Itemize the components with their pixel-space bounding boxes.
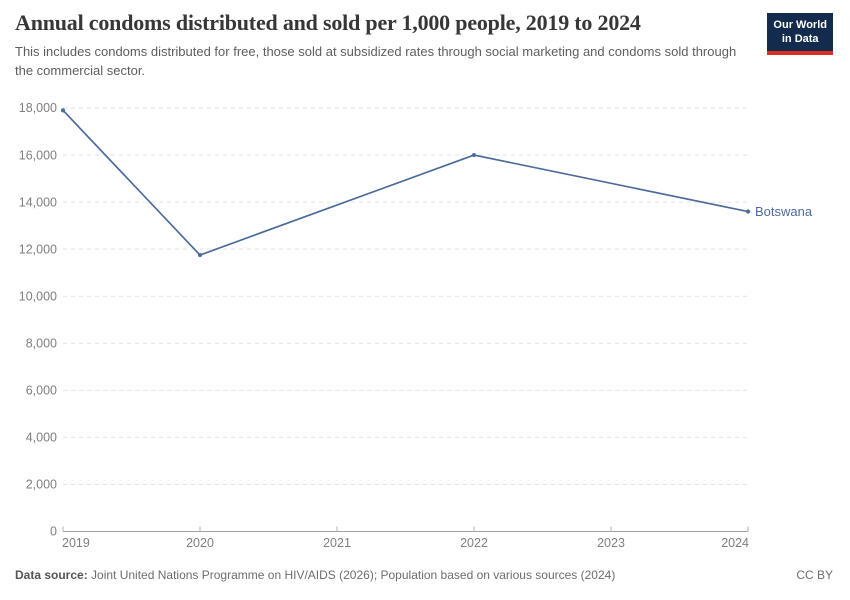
data-source-label: Data source:: [15, 568, 88, 582]
owid-logo[interactable]: Our World in Data: [767, 13, 833, 55]
x-axis-label: 2024: [721, 536, 749, 550]
data-point-marker: [60, 108, 66, 113]
data-source-text: Joint United Nations Programme on HIV/AI…: [87, 568, 616, 582]
data-point-marker: [745, 209, 751, 214]
x-axis-label: 2021: [323, 536, 351, 550]
data-point-marker: [471, 152, 477, 158]
x-axis-label: 2023: [597, 536, 625, 550]
y-axis-label: 14,000: [19, 195, 57, 209]
series-end-label: Botswana: [755, 204, 813, 219]
y-axis-label: 2,000: [26, 478, 57, 492]
owid-logo-line1: Our World: [773, 19, 827, 31]
license-link[interactable]: CC BY: [796, 568, 833, 582]
x-axis-label: 2020: [186, 536, 214, 550]
y-axis-label: 10,000: [19, 289, 57, 303]
y-axis-label: 8,000: [26, 336, 57, 350]
y-axis-label: 0: [50, 525, 57, 539]
data-point-marker: [197, 252, 203, 258]
chart-footer: Data source: Joint United Nations Progra…: [15, 568, 833, 584]
y-axis-label: 16,000: [19, 148, 57, 162]
owid-logo-line2: in Data: [781, 33, 819, 46]
x-axis-label: 2022: [460, 536, 488, 550]
y-axis-label: 12,000: [19, 242, 57, 256]
y-axis-label: 6,000: [26, 384, 57, 398]
chart-title: Annual condoms distributed and sold per …: [15, 10, 641, 35]
chart-subtitle: This includes condoms distributed for fr…: [15, 44, 737, 79]
chart-header: Annual condoms distributed and sold per …: [15, 10, 835, 81]
y-axis-label: 18,000: [19, 101, 57, 115]
y-axis-label: 4,000: [26, 431, 57, 445]
data-source-note: Data source: Joint United Nations Progra…: [15, 568, 615, 584]
x-axis-label: 2019: [62, 536, 90, 550]
chart-line: [62, 109, 749, 256]
